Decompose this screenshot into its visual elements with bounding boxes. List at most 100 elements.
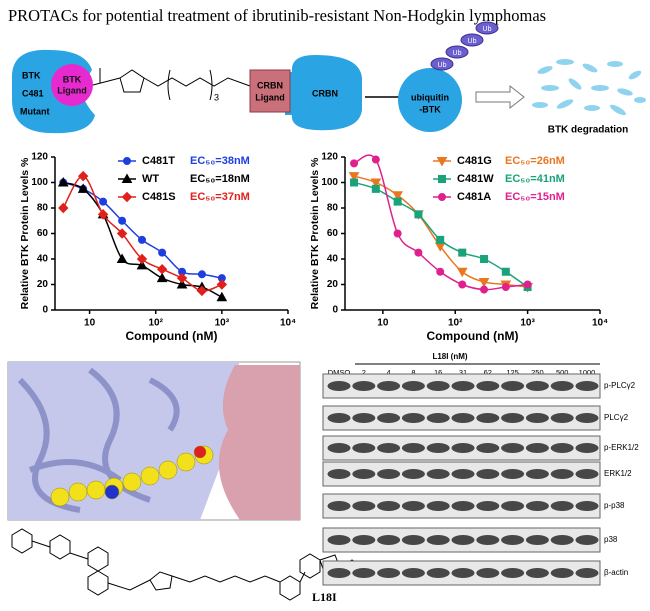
point — [371, 184, 380, 193]
band — [501, 469, 525, 479]
point — [480, 255, 489, 263]
band — [401, 535, 425, 545]
band — [501, 568, 525, 578]
point — [458, 280, 467, 289]
band — [451, 501, 475, 511]
band — [476, 568, 500, 578]
row-label: p-ERK1/2 — [604, 443, 639, 452]
band — [401, 413, 425, 423]
y-tick-label: 100 — [31, 177, 48, 188]
point — [458, 248, 467, 257]
y-tick-label: 40 — [327, 254, 339, 265]
point — [350, 178, 359, 187]
band — [451, 469, 475, 479]
band — [501, 413, 525, 423]
band — [377, 501, 401, 511]
ubiquitin-btk-label: ubiquitin — [411, 92, 449, 102]
point — [158, 248, 167, 257]
point — [438, 193, 446, 201]
lane-label: 2 — [362, 368, 366, 377]
point — [136, 259, 148, 270]
row-label: p-PLCγ2 — [604, 381, 636, 390]
band — [451, 443, 475, 453]
legend-label: C481T — [142, 155, 175, 167]
point — [350, 159, 359, 168]
point — [121, 173, 133, 183]
crbn-ligand-label: CRBN — [257, 80, 283, 90]
band — [426, 469, 450, 479]
lane-label: 8 — [411, 368, 415, 377]
ribbon-area — [8, 362, 240, 520]
y-tick-label: 120 — [321, 152, 338, 163]
band — [476, 535, 500, 545]
band — [575, 535, 599, 545]
band — [575, 501, 599, 511]
band — [327, 469, 351, 479]
point — [436, 267, 445, 276]
point — [137, 235, 146, 244]
legend-label: C481A — [457, 191, 491, 203]
x-axis-label: Compound (nM) — [126, 329, 218, 343]
band — [401, 443, 425, 453]
point — [501, 283, 510, 292]
point — [216, 279, 228, 290]
lane-label: 1000 — [579, 368, 596, 377]
band — [377, 469, 401, 479]
band — [525, 381, 549, 391]
point — [156, 272, 168, 283]
point — [121, 191, 133, 203]
band — [525, 535, 549, 545]
y-tick-label: 80 — [327, 203, 339, 214]
x-axis-label: Compound (nM) — [427, 329, 519, 343]
crbn-ligand-label: Ligand — [255, 92, 285, 102]
y-tick-label: 40 — [37, 254, 49, 265]
crbn-label: CRBN — [312, 88, 338, 98]
point — [123, 157, 131, 165]
linker — [143, 77, 251, 87]
point — [176, 272, 188, 284]
band — [327, 568, 351, 578]
ub-tag — [445, 45, 469, 59]
legend-label: WT — [142, 173, 159, 185]
x-tick-label: 10⁴ — [592, 318, 608, 329]
band — [377, 381, 401, 391]
surface — [218, 365, 300, 520]
ubiquitin-btk-label: -BTK — [419, 104, 441, 114]
ec50-label: EC₅₀=18nM — [190, 173, 250, 185]
band — [426, 568, 450, 578]
band — [501, 443, 525, 453]
band — [501, 501, 525, 511]
band — [550, 469, 574, 479]
band — [327, 443, 351, 453]
point — [136, 253, 148, 265]
crbn-shape — [285, 55, 362, 131]
band — [575, 568, 599, 578]
band — [451, 568, 475, 578]
lane-label: DMSO — [328, 368, 351, 377]
point — [478, 277, 490, 288]
legend-label: C481G — [457, 155, 492, 167]
row-label: β-actin — [604, 568, 628, 577]
band — [426, 443, 450, 453]
band — [575, 443, 599, 453]
ec50-label: EC₅₀=26nM — [505, 155, 565, 167]
row-label: p-p38 — [604, 501, 625, 510]
band — [377, 535, 401, 545]
point — [176, 278, 188, 289]
band — [327, 381, 351, 391]
protein-structure — [7, 361, 301, 521]
compound-label: L18I — [312, 590, 337, 604]
x-tick-label: 10² — [448, 318, 463, 329]
lane-label: 4 — [387, 368, 391, 377]
band — [352, 381, 376, 391]
point — [436, 157, 448, 167]
ec50-label: EC₅₀=38nM — [190, 155, 250, 167]
point — [197, 270, 206, 279]
x-tick-label: 10² — [148, 318, 163, 329]
point — [118, 216, 127, 225]
fragments — [532, 59, 646, 116]
band — [525, 469, 549, 479]
band — [451, 413, 475, 423]
row-label: p38 — [604, 535, 618, 544]
band — [476, 381, 500, 391]
